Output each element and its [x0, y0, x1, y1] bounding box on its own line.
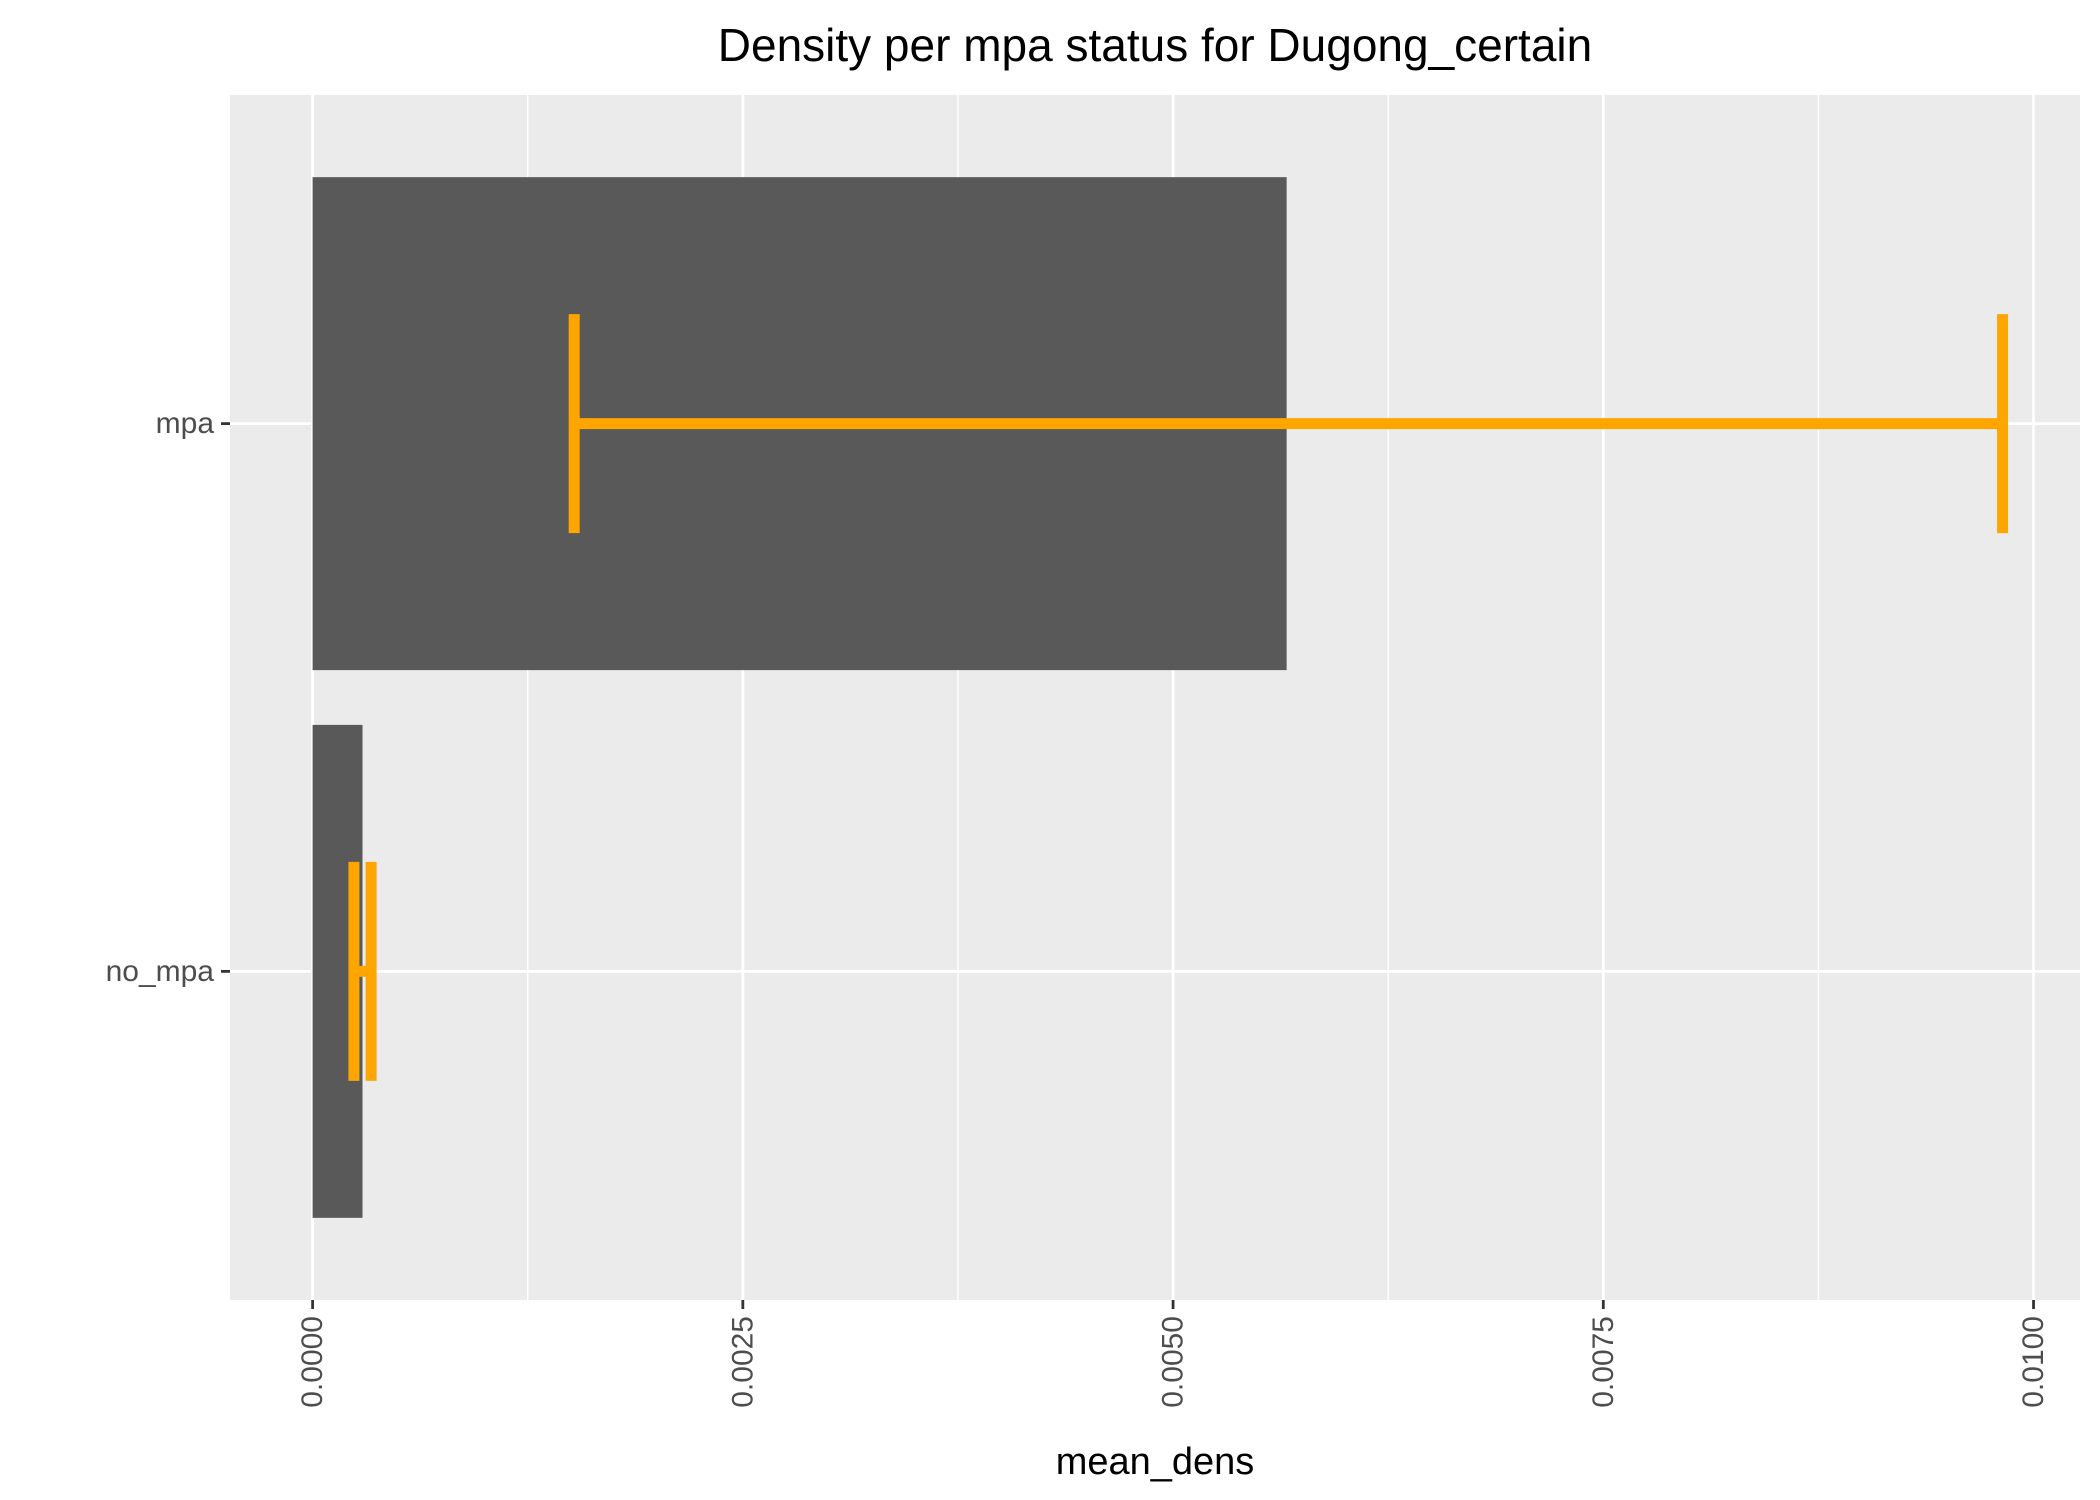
x-axis: 0.0000 0.0025 0.0050 0.0075 0.0100 — [296, 1300, 2050, 1408]
error-bars — [348, 314, 2009, 1081]
error-bar-no_mpa — [348, 861, 377, 1081]
y-tick-label: no_mpa — [106, 955, 215, 988]
x-tick-label: 0.0050 — [1157, 1316, 1190, 1408]
x-tick-label: 0.0025 — [726, 1316, 759, 1408]
x-tick-label: 0.0000 — [296, 1316, 329, 1408]
x-axis-title: mean_dens — [1056, 1441, 1255, 1483]
y-axis: mpa no_mpa — [106, 407, 230, 988]
y-tick-label: mpa — [156, 407, 215, 440]
error-bar-mpa — [568, 314, 2009, 534]
chart-title: Density per mpa status for Dugong_certai… — [718, 19, 1592, 71]
x-tick-label: 0.0075 — [1587, 1316, 1620, 1408]
x-tick-label: 0.0100 — [2017, 1316, 2050, 1408]
